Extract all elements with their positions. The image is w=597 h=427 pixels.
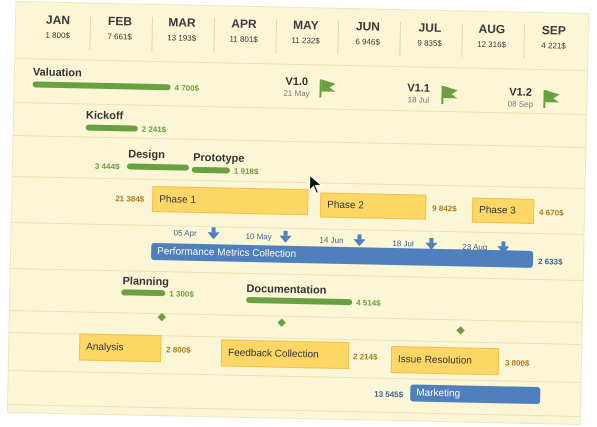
month-name: SEP [541,23,567,38]
marketing-bar[interactable]: Marketing [410,384,541,405]
milestone-title: V1.0 [285,75,309,89]
kickoff-value: 2 241$ [141,124,167,135]
row-divider [15,58,588,72]
month-may[interactable]: MAY 11 232$ [276,17,337,46]
kickoff-bar[interactable] [85,124,138,132]
marketing-value: 13 545$ [374,389,404,400]
analysis-task[interactable]: Analysis [78,333,162,363]
planning-bar[interactable] [121,289,166,297]
date-label: 14 Jun [319,235,344,245]
month-name: JAN [45,12,71,28]
month-value: 9 835$ [417,38,442,48]
design-bar[interactable] [126,163,189,171]
month-value: 4 221$ [541,41,566,51]
month-name: JUL [418,20,442,35]
phase-3-value: 4 670$ [538,208,564,218]
timeline-board: JAN 1 800$ FEB 7 661$ MAR 13 193$ APR 11… [7,2,589,424]
design-label: Design [128,148,165,162]
month-feb[interactable]: FEB 7 661$ [90,14,151,42]
documentation-bar[interactable] [246,296,353,306]
month-value: 7 661$ [107,31,132,42]
milestone-v1-1[interactable]: V1.1 18 Jul [398,82,438,105]
phase-2-task[interactable]: Phase 2 [319,192,427,220]
month-aug[interactable]: AUG 12 316$ [461,21,522,50]
milestone-date: 18 Jul [407,95,430,105]
planning-value: 1 300$ [169,289,194,299]
month-sep[interactable]: SEP 4 221$ [523,23,584,51]
month-apr[interactable]: APR 11 801$ [214,16,275,45]
documentation-label: Documentation [246,282,327,297]
month-value: 1 800$ [45,30,70,41]
prototype-value: 1 918$ [233,166,259,177]
month-name: APR [231,16,257,32]
marketing-label: Marketing [416,387,461,400]
kickoff-label: Kickoff [85,109,124,123]
month-name: JUN [355,19,381,34]
mouse-cursor-icon [308,174,323,195]
issue-resolution-task[interactable]: Issue Resolution [390,345,500,376]
phase-3-task[interactable]: Phase 3 [471,197,535,224]
row-divider [9,309,582,323]
issue-value: 3 800$ [504,358,530,368]
date-label: 18 Jul [392,238,414,249]
row-divider [10,267,583,281]
diamond-icon[interactable] [456,326,465,335]
month-value: 6 946$ [355,37,380,47]
row-divider [7,403,580,417]
feedback-label: Feedback Collection [227,347,319,361]
performance-label: Performance Metrics Collection [157,246,297,260]
arrow-down-icon [353,234,366,247]
issue-label: Issue Resolution [397,354,472,367]
milestone-title: V1.2 [509,86,533,99]
phase-1-task[interactable]: Phase 1 [151,185,309,216]
prototype-label: Prototype [193,151,245,165]
date-label: 10 May [245,231,272,242]
month-jul[interactable]: JUL 9 835$ [399,20,460,48]
prototype-bar[interactable] [191,166,230,174]
month-value: 13 193$ [167,33,197,43]
arrow-down-icon [425,237,438,250]
flag-icon [441,85,458,105]
feedback-collection-task[interactable]: Feedback Collection [220,339,350,370]
row-divider [11,222,584,235]
design-value: 3 444$ [94,161,120,172]
feedback-value: 2 214$ [352,352,378,362]
performance-value: 2 633$ [537,257,563,267]
milestone-date: 08 Sep [507,99,534,109]
month-jan[interactable]: JAN 1 800$ [28,12,89,41]
documentation-value: 4 514$ [356,298,381,308]
milestone-date: 21 May [283,88,310,99]
arrow-down-icon [279,230,292,243]
month-value: 12 316$ [477,39,507,50]
valuation-label: Valuation [32,66,82,80]
phase-2-label: Phase 2 [327,199,364,212]
month-name: MAY [292,17,319,33]
diamond-icon[interactable] [277,318,286,327]
milestone-title: V1.1 [407,82,431,95]
month-value: 11 232$ [291,35,320,46]
month-jun[interactable]: JUN 6 946$ [338,19,399,47]
month-value: 11 801$ [229,34,258,45]
arrow-down-icon [207,227,220,240]
phase-1-value: 21 384$ [115,194,145,204]
valuation-bar[interactable] [32,81,171,91]
flag-icon [543,90,560,109]
valuation-value: 4 700$ [174,83,200,93]
month-name: FEB [107,13,133,29]
phase-3-label: Phase 3 [478,204,516,217]
planning-label: Planning [122,275,170,289]
date-label: 05 Apr [173,228,197,238]
month-mar[interactable]: MAR 13 193$ [152,15,213,43]
milestone-v1-2[interactable]: V1.2 08 Sep [500,86,540,109]
flag-icon [319,79,336,98]
row-divider [13,135,586,149]
milestone-v1-0[interactable]: V1.0 21 May [276,76,316,99]
row-divider [12,176,585,189]
phase-1-label: Phase 1 [159,193,197,206]
analysis-label: Analysis [86,341,124,354]
analysis-value: 2 800$ [166,345,191,355]
phase-2-value: 9 842$ [432,203,457,214]
month-name: AUG [478,21,506,37]
month-name: MAR [168,15,196,30]
